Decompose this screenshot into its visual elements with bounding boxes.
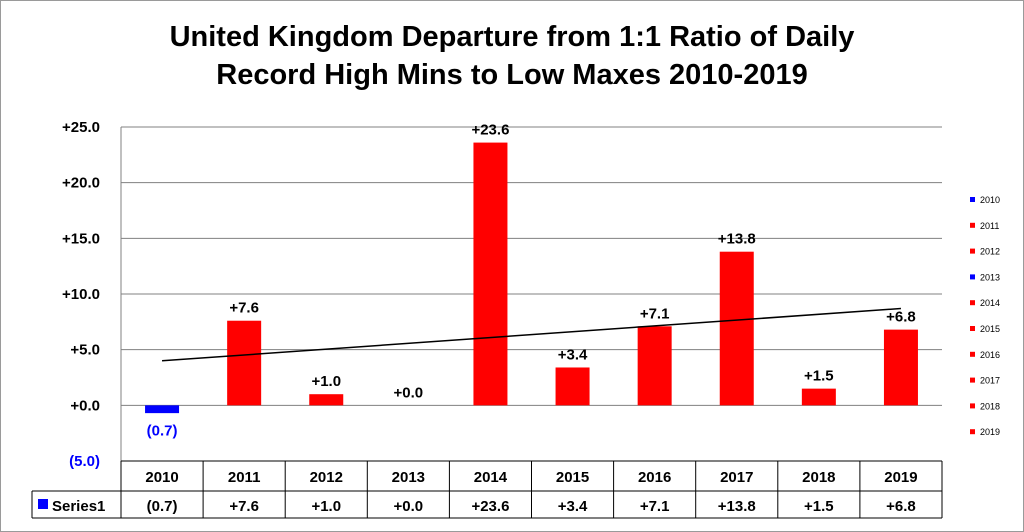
- chart-title-line-1: United Kingdom Departure from 1:1 Ratio …: [169, 21, 855, 53]
- x-category-label: 2012: [310, 469, 343, 486]
- data-table: 2010 (0.7) 2011 +7.6 2012 +1.0 2013 +0.0 2014 +23…: [31, 460, 943, 519]
- x-category-label: 2017: [720, 469, 753, 486]
- table-cell: +13.8: [718, 498, 756, 515]
- x-category-label: 2013: [392, 469, 425, 486]
- data-label: +7.6: [229, 300, 259, 317]
- x-category-label: 2016: [638, 469, 671, 486]
- legend-swatch: [970, 248, 975, 254]
- legend-swatch: [970, 326, 975, 331]
- x-category-label: 2014: [474, 469, 508, 486]
- legend-label: 2011: [980, 221, 999, 231]
- bar: [309, 394, 344, 406]
- legend-label: 2010: [980, 195, 1000, 205]
- legend-label: 2016: [980, 350, 1000, 360]
- legend-label: 2019: [980, 427, 1000, 437]
- y-tick-label: +15.0: [62, 230, 100, 247]
- trendline-group: [161, 307, 902, 362]
- legend-swatch: [970, 429, 975, 435]
- bar: [473, 142, 508, 406]
- table-cell: +6.8: [886, 498, 916, 515]
- y-tick-label: +0.0: [70, 397, 100, 414]
- data-label: +7.1: [640, 305, 670, 322]
- x-category-label: 2015: [556, 469, 589, 486]
- legend-label: 2017: [980, 376, 1000, 386]
- bar: [555, 367, 590, 406]
- data-label: +6.8: [886, 309, 916, 326]
- legend-swatch: [970, 197, 975, 202]
- data-label: +1.0: [311, 373, 341, 390]
- table-cell: +0.0: [394, 498, 424, 515]
- table-cell: +3.4: [558, 498, 588, 515]
- legend-label: 2015: [980, 324, 1000, 334]
- legend-swatch: [970, 403, 975, 409]
- data-label: +23.6: [471, 122, 509, 139]
- legend-label: 2014: [980, 298, 1000, 308]
- legend-label: 2018: [980, 401, 1000, 411]
- data-labels: (0.7) +7.6 +1.0 +0.0 +23.6 +3.4 +7.1 +13.8 +1.5 +…: [147, 122, 916, 440]
- legend-swatch: [970, 222, 975, 228]
- data-label: +3.4: [558, 346, 588, 363]
- y-tick-label: +25.0: [62, 119, 100, 136]
- bar: [145, 405, 180, 414]
- chart-title-line-2: Record High Mins to Low Maxes 2010-2019: [216, 59, 808, 91]
- data-label: +13.8: [718, 231, 756, 248]
- table-cell: +7.6: [229, 498, 259, 515]
- legend-swatch: [970, 377, 975, 383]
- x-category-label: 2018: [802, 469, 835, 486]
- x-category-label: 2019: [884, 469, 917, 486]
- y-tick-label: (5.0): [69, 453, 100, 470]
- table-cell: +23.6: [471, 498, 509, 515]
- table-cell: +7.1: [640, 498, 670, 515]
- x-category-label: 2010: [145, 469, 178, 486]
- bar: [227, 320, 262, 406]
- legend-label: 2012: [980, 247, 1000, 257]
- table-cell: +1.0: [311, 498, 341, 515]
- data-label: +0.0: [394, 384, 424, 401]
- legend-swatch: [970, 351, 975, 357]
- chart-title: United Kingdom Departure from 1:1 Ratio …: [0, 18, 1024, 94]
- legend-swatch: [970, 300, 975, 306]
- bar: [637, 326, 672, 406]
- bars: [145, 142, 918, 414]
- x-category-label: 2011: [228, 469, 261, 486]
- legend: 2010 2011 2012 2013 2014 2015 2016 2017 2018 2019: [970, 195, 1000, 437]
- bar: [883, 329, 918, 406]
- y-tick-label: +5.0: [70, 342, 100, 359]
- table-row-label: Series1: [52, 498, 105, 515]
- bar: [801, 388, 836, 406]
- trendline: [161, 307, 902, 362]
- legend-label: 2013: [980, 272, 1000, 282]
- bar: [719, 251, 754, 406]
- legend-swatch: [970, 274, 975, 280]
- y-tick-label: +10.0: [62, 286, 100, 303]
- y-tick-label: +20.0: [62, 175, 100, 192]
- table-legend-key: [38, 499, 48, 509]
- y-axis-tick-labels: (5.0) +0.0 +5.0 +10.0 +15.0 +20.0 +25.0: [62, 119, 100, 470]
- table-cell: +1.5: [804, 498, 834, 515]
- data-label: +1.5: [804, 368, 834, 385]
- data-label: (0.7): [147, 422, 178, 439]
- gridlines: [120, 126, 942, 462]
- table-cell: (0.7): [147, 498, 178, 515]
